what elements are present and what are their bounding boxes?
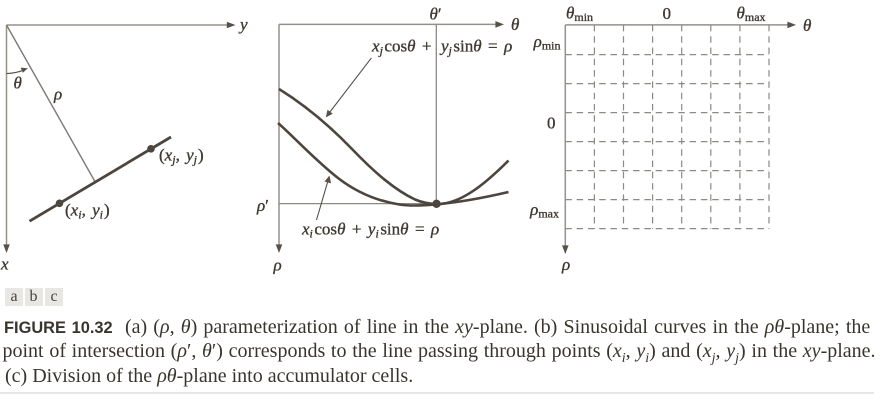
svg-text:θmax: θmax — [737, 4, 766, 25]
svg-text:0: 0 — [547, 114, 556, 133]
svg-text:θ: θ — [803, 16, 811, 35]
svg-text:(xj, yj): (xj, yj) — [159, 146, 204, 167]
svg-text:xjcosθ +: xjcosθ + — [371, 37, 431, 58]
svg-text:ρ: ρ — [53, 85, 62, 104]
svg-text:ρ: ρ — [273, 256, 282, 275]
svg-text:ρ′: ρ′ — [256, 196, 269, 215]
svg-text:ρ: ρ — [561, 255, 570, 274]
svg-text:θ′: θ′ — [430, 5, 442, 24]
svg-text:xicosθ + yisinθ = ρ: xicosθ + yisinθ = ρ — [301, 220, 439, 241]
svg-text:θ: θ — [511, 15, 519, 34]
svg-text:y: y — [238, 15, 248, 34]
svg-text:θmin: θmin — [566, 4, 593, 25]
svg-text:x: x — [0, 255, 9, 274]
svg-text:θ: θ — [14, 74, 22, 93]
svg-text:ρmax: ρmax — [529, 200, 559, 221]
svg-text:ρmin: ρmin — [533, 32, 561, 53]
svg-text:yjsinθ = ρ: yjsinθ = ρ — [439, 37, 512, 58]
svg-text:(xi, yi): (xi, yi) — [65, 201, 110, 222]
svg-text:0: 0 — [663, 4, 672, 23]
